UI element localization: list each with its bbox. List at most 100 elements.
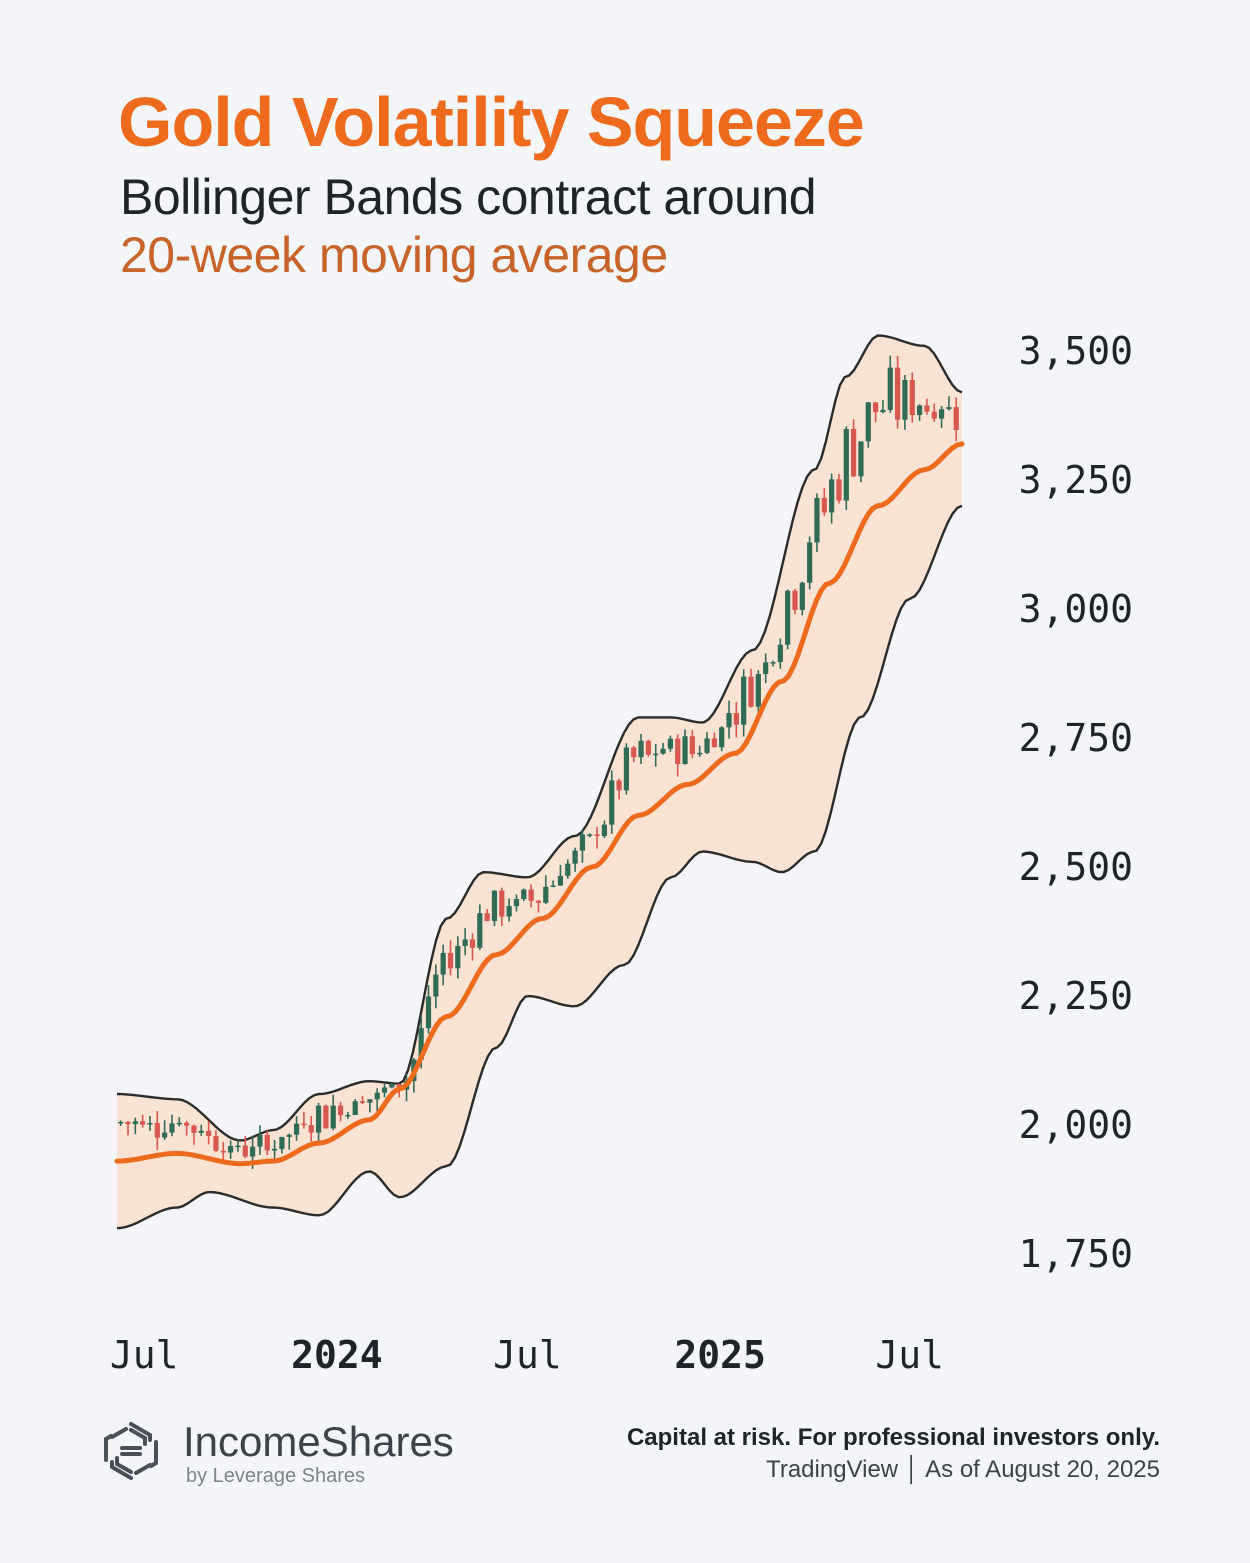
- candle-body: [660, 748, 666, 754]
- candle-body: [887, 367, 893, 410]
- candle-body: [198, 1130, 204, 1133]
- candle-body: [924, 405, 930, 412]
- candle-body: [880, 409, 886, 413]
- brand-name: IncomeShares: [183, 1418, 454, 1465]
- candle-body: [763, 662, 769, 675]
- candle-body: [125, 1121, 131, 1125]
- candle-body: [352, 1101, 358, 1115]
- candle-body: [513, 898, 520, 907]
- candle-body: [308, 1125, 314, 1133]
- candle-body: [455, 945, 461, 969]
- candle-body: [242, 1145, 248, 1157]
- candle-body: [220, 1150, 226, 1153]
- candle-body: [213, 1136, 219, 1151]
- candle-body: [374, 1092, 380, 1100]
- candle-body: [235, 1145, 241, 1148]
- candle-body: [330, 1105, 336, 1129]
- candle-body: [491, 890, 498, 921]
- candle-body: [873, 402, 879, 413]
- candle-body: [689, 736, 695, 755]
- chart-svg: 3,500 3,250 3,000 2,750 2,500 2,250 2,000 1,750…: [110, 329, 1133, 1377]
- candle-body: [162, 1132, 168, 1138]
- candle-body: [345, 1114, 351, 1117]
- candle-body: [433, 974, 439, 997]
- candle-body: [557, 875, 564, 886]
- y-tick-label: 3,250: [1019, 458, 1133, 502]
- risk-disclaimer: Capital at risk. For professional invest…: [626, 1424, 1160, 1451]
- candle-body: [719, 727, 725, 748]
- candle-body: [337, 1105, 344, 1116]
- candle-body: [836, 479, 842, 501]
- candle-body: [711, 738, 717, 748]
- candle-body: [807, 542, 813, 583]
- candle-body: [184, 1122, 190, 1126]
- candle-body: [550, 885, 556, 888]
- candle-body: [579, 834, 586, 851]
- candle-body: [631, 747, 637, 758]
- y-tick-label: 2,750: [1019, 716, 1133, 760]
- candle-body: [286, 1134, 292, 1137]
- candle-body: [792, 590, 798, 610]
- candle-body: [228, 1146, 234, 1153]
- candle-body: [140, 1121, 146, 1125]
- candle-body: [814, 497, 820, 543]
- candle-body: [821, 497, 827, 513]
- candle-body: [440, 952, 446, 975]
- candle-body: [249, 1146, 256, 1157]
- candle-body: [587, 834, 593, 836]
- candle-body: [623, 747, 630, 791]
- candle-body: [543, 886, 549, 903]
- candle-body: [675, 738, 681, 765]
- candle-body: [301, 1123, 307, 1126]
- candle-body: [147, 1123, 153, 1125]
- chart-title: Gold Volatility Squeeze: [118, 83, 865, 161]
- candle-body: [667, 738, 673, 749]
- moving-average-layer: [114, 441, 965, 1167]
- candle-body: [748, 676, 754, 707]
- candle-body: [118, 1121, 124, 1124]
- candle-body: [726, 713, 732, 728]
- chart-subtitle-line1: Bollinger Bands contract around: [120, 169, 817, 225]
- candle-body: [616, 780, 622, 791]
- candle-body: [418, 1028, 424, 1060]
- candle-body: [279, 1136, 285, 1149]
- x-tick-label: Jul: [875, 1333, 944, 1377]
- candle-body: [506, 906, 512, 917]
- x-tick-label: 2025: [674, 1333, 766, 1377]
- y-tick-label: 2,000: [1019, 1103, 1133, 1147]
- candle-body: [733, 713, 739, 725]
- candle-body: [169, 1123, 175, 1133]
- moving-average-line: [114, 441, 965, 1167]
- candle-body: [895, 367, 901, 420]
- x-tick-label: Jul: [493, 1333, 562, 1377]
- candle-body: [682, 736, 688, 765]
- candle-body: [653, 753, 659, 756]
- upper-bollinger-band-line: [116, 334, 963, 1142]
- candle-body: [484, 913, 490, 921]
- y-tick-label: 3,000: [1019, 587, 1133, 631]
- x-tick-label: 2024: [291, 1333, 383, 1377]
- candle-body: [323, 1105, 329, 1129]
- candle-body: [462, 939, 468, 946]
- candle-body: [638, 740, 644, 758]
- candle-body: [154, 1123, 160, 1138]
- candle-body: [521, 889, 527, 899]
- y-tick-label: 2,500: [1019, 845, 1133, 889]
- candle-body: [469, 939, 476, 948]
- candle-body: [858, 441, 864, 477]
- brand-tagline: by Leverage Shares: [186, 1465, 366, 1487]
- candle-body: [741, 676, 747, 725]
- candle-body: [389, 1083, 395, 1088]
- candle-body: [565, 863, 571, 876]
- candle-body: [931, 411, 937, 419]
- lower-bollinger-band-line: [116, 504, 963, 1230]
- candle-body: [499, 890, 505, 917]
- candle-body: [953, 407, 959, 431]
- candle-body: [425, 996, 432, 1029]
- incomeshares-logo-icon: [104, 1422, 158, 1480]
- candle-body: [528, 889, 534, 901]
- candle-body: [829, 479, 835, 513]
- y-axis: 3,500 3,250 3,000 2,750 2,500 2,250 2,000 1,750: [1019, 329, 1133, 1276]
- candle-body: [477, 913, 483, 948]
- candle-body: [609, 780, 615, 825]
